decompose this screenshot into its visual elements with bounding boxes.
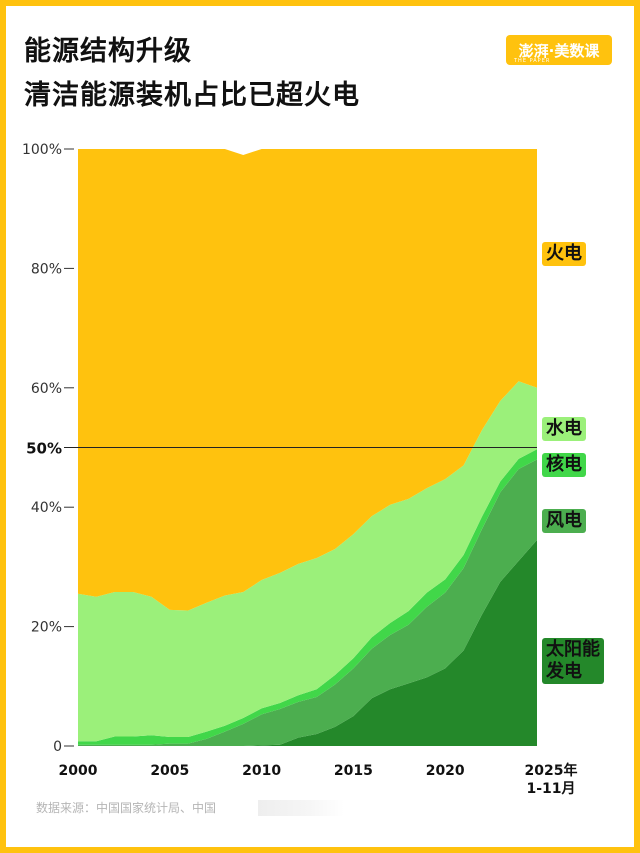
reference-line-label: 50%: [26, 440, 62, 458]
legend-label-line: 太阳能: [546, 639, 600, 660]
legend-label-series-2: 核电: [542, 453, 586, 477]
redacted-source-text: [258, 800, 344, 816]
legend-label-line: 核电: [546, 454, 582, 475]
y-tick-label: 60%: [31, 381, 62, 397]
x-tick-label: 2015: [334, 763, 373, 779]
title-line-2: 清洁能源装机占比已超火电: [24, 80, 360, 111]
series-0-area: [78, 540, 537, 746]
x-tick-label: 2020: [426, 763, 465, 779]
legend-label-series-3: 水电: [542, 417, 586, 441]
x-tick-label-last-line1: 2025年: [525, 762, 578, 779]
logo-text: 澎湃·美数课: [518, 41, 600, 60]
legend-label-series-4: 火电: [542, 242, 586, 266]
legend-label-line: 水电: [546, 418, 582, 439]
y-tick-label: 0: [53, 739, 62, 755]
x-tick-label: 2000: [59, 763, 98, 779]
data-source: 数据来源：中国国家统计局、中国: [36, 801, 217, 815]
x-tick-label: 2005: [150, 763, 189, 779]
y-tick-label: 80%: [31, 261, 62, 277]
legend-label-series-0: 太阳能 发电: [542, 638, 604, 684]
x-tick-label: 2010: [242, 763, 281, 779]
legend-label-line: 发电: [546, 661, 582, 682]
x-tick-label-last-line2: 1-11月: [526, 781, 575, 797]
y-tick-label: 40%: [31, 500, 62, 516]
page-title: 能源结构升级 清洁能源装机占比已超火电: [24, 30, 360, 118]
title-line-1: 能源结构升级: [24, 36, 192, 67]
series-4-area: [78, 149, 537, 611]
y-tick-label: 100%: [22, 142, 62, 158]
series-3-area: [78, 381, 537, 742]
logo-subtext: THE PAPER: [514, 58, 551, 64]
y-tick-label: 20%: [31, 620, 62, 636]
legend-label-series-1: 风电: [542, 509, 586, 533]
series-1-area: [78, 459, 537, 746]
legend-label-line: 风电: [546, 510, 582, 531]
legend-label-line: 火电: [546, 243, 582, 264]
brand-logo: 澎湃·美数课 THE PAPER: [506, 35, 612, 65]
